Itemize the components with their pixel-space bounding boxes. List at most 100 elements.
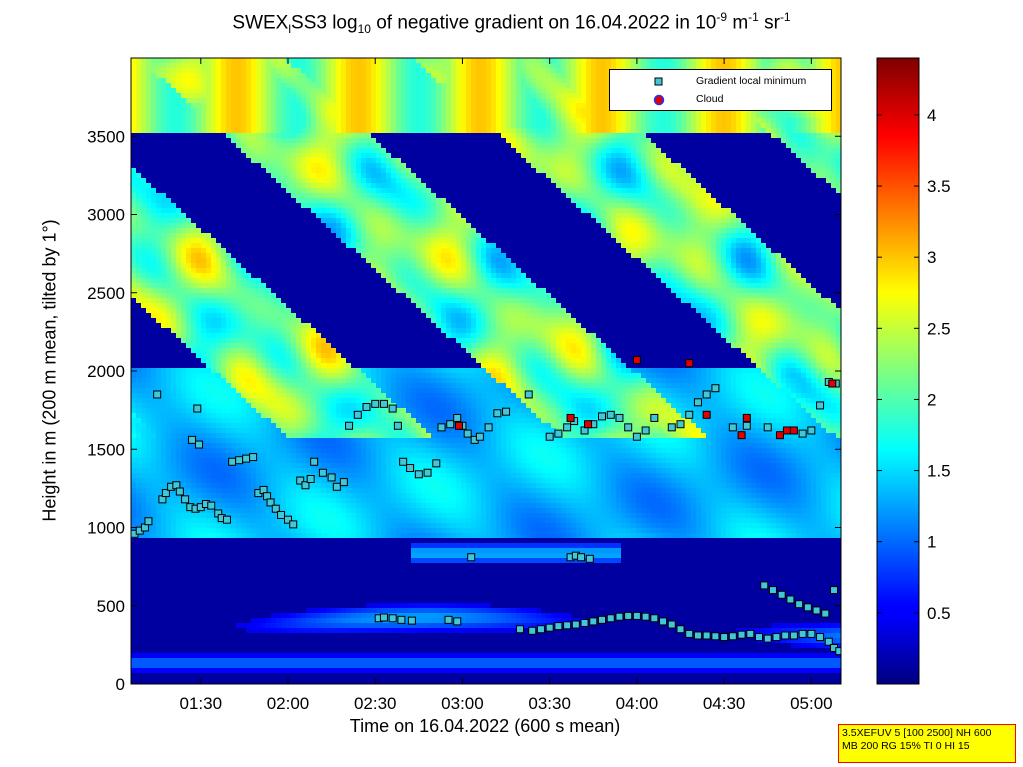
heatmap-cell <box>356 228 361 233</box>
heatmap-cell <box>171 508 176 513</box>
heatmap-cell <box>146 243 151 248</box>
heatmap-cell <box>301 488 306 493</box>
heatmap-cell <box>371 498 376 503</box>
heatmap-cell <box>196 663 201 668</box>
heatmap-cell <box>236 273 241 278</box>
heatmap-cell <box>186 223 191 228</box>
heatmap-cell <box>176 243 181 248</box>
heatmap-cell <box>181 443 186 448</box>
heatmap-cell <box>261 473 266 478</box>
heatmap-cell <box>271 438 276 443</box>
heatmap-cell <box>336 368 341 373</box>
heatmap-cell <box>141 408 146 413</box>
heatmap-cell <box>306 383 311 388</box>
heatmap-cell <box>141 253 146 258</box>
heatmap-cell <box>231 93 236 98</box>
heatmap-cell <box>411 613 416 618</box>
heatmap-cell <box>276 668 281 673</box>
heatmap-cell <box>361 233 366 238</box>
heatmap-cell <box>396 443 401 448</box>
heatmap-cell <box>181 273 186 278</box>
heatmap-cell <box>156 318 161 323</box>
heatmap-cell <box>411 498 416 503</box>
heatmap-cell <box>156 263 161 268</box>
heatmap-cell <box>216 73 221 78</box>
heatmap-cell <box>296 93 301 98</box>
heatmap-cell <box>356 608 361 613</box>
heatmap-cell <box>346 613 351 618</box>
heatmap-cell <box>366 68 371 73</box>
heatmap-cell <box>156 108 161 113</box>
heatmap-cell <box>311 63 316 68</box>
heatmap-cell <box>166 98 171 103</box>
heatmap-cell <box>421 303 426 308</box>
heatmap-cell <box>311 613 316 618</box>
heatmap-cell <box>186 298 191 303</box>
heatmap-cell <box>146 113 151 118</box>
heatmap-cell <box>136 223 141 228</box>
heatmap-cell <box>311 113 316 118</box>
heatmap-cell <box>361 398 366 403</box>
heatmap-cell <box>351 388 356 393</box>
heatmap-cell <box>141 403 146 408</box>
heatmap-cell <box>366 218 371 223</box>
heatmap-cell <box>171 308 176 313</box>
heatmap-cell <box>426 383 431 388</box>
heatmap-cell <box>381 488 386 493</box>
heatmap-cell <box>376 443 381 448</box>
heatmap-cell <box>131 288 136 293</box>
heatmap-cell <box>181 333 186 338</box>
heatmap-cell <box>351 383 356 388</box>
heatmap-cell <box>196 113 201 118</box>
heatmap-cell <box>406 473 411 478</box>
heatmap-cell <box>181 248 186 253</box>
heatmap-cell <box>151 473 156 478</box>
heatmap-cell <box>411 213 416 218</box>
heatmap-cell <box>406 533 411 538</box>
heatmap-cell <box>301 658 306 663</box>
heatmap-cell <box>401 408 406 413</box>
heatmap-cell <box>366 663 371 668</box>
heatmap-cell <box>171 123 176 128</box>
heatmap-cell <box>306 458 311 463</box>
heatmap-cell <box>131 453 136 458</box>
heatmap-cell <box>411 418 416 423</box>
heatmap-cell <box>306 68 311 73</box>
heatmap-cell <box>431 73 436 78</box>
heatmap-cell <box>176 313 181 318</box>
heatmap-cell <box>166 113 171 118</box>
heatmap-cell <box>276 483 281 488</box>
heatmap-cell <box>301 533 306 538</box>
heatmap-cell <box>386 408 391 413</box>
heatmap-cell <box>171 283 176 288</box>
heatmap-cell <box>401 653 406 658</box>
heatmap-cell <box>156 198 161 203</box>
heatmap-cell <box>276 68 281 73</box>
heatmap-cell <box>381 178 386 183</box>
heatmap-cell <box>381 158 386 163</box>
heatmap-cell <box>206 258 211 263</box>
heatmap-cell <box>221 453 226 458</box>
heatmap-cell <box>176 523 181 528</box>
heatmap-cell <box>166 438 171 443</box>
heatmap-cell <box>376 483 381 488</box>
heatmap-cell <box>146 383 151 388</box>
heatmap-cell <box>356 513 361 518</box>
heatmap-cell <box>386 218 391 223</box>
heatmap-cell <box>301 398 306 403</box>
heatmap-cell <box>326 438 331 443</box>
heatmap-cell <box>416 383 421 388</box>
heatmap-cell <box>426 378 431 383</box>
heatmap-cell <box>406 63 411 68</box>
heatmap-cell <box>386 503 391 508</box>
heatmap-cell <box>316 113 321 118</box>
heatmap-cell <box>371 623 376 628</box>
heatmap-cell <box>366 148 371 153</box>
heatmap-cell <box>176 303 181 308</box>
heatmap-cell <box>371 488 376 493</box>
heatmap-cell <box>391 418 396 423</box>
heatmap-cell <box>321 383 326 388</box>
heatmap-cell <box>411 208 416 213</box>
heatmap-cell <box>146 213 151 218</box>
heatmap-cell <box>241 113 246 118</box>
